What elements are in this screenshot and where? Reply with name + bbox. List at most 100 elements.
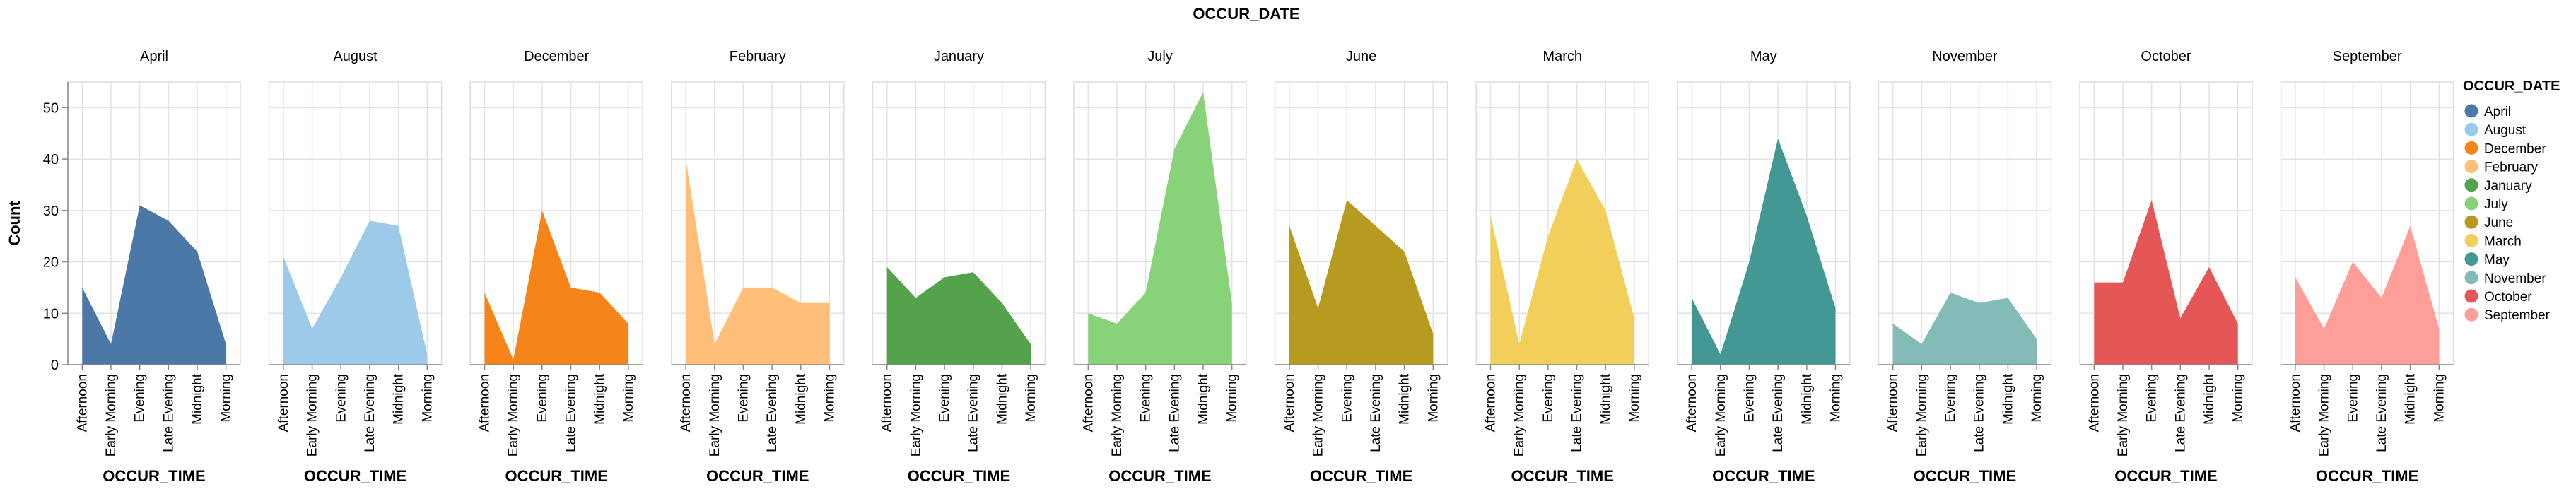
legend-swatch [2464,271,2478,285]
x-tick-label: Morning [1627,374,1642,423]
y-tick-label: 40 [43,152,59,167]
legend-swatch [2464,289,2478,303]
legend-item-july: July [2464,196,2508,212]
x-axis-title: OCCUR_TIME [2316,467,2418,485]
legend-item-april: April [2464,104,2511,119]
facet-label: October [2141,49,2191,64]
facet-label: August [333,49,377,64]
x-tick-label: Afternoon [2288,374,2303,432]
x-tick-label: Afternoon [1685,374,1699,432]
facet-label: January [934,49,984,64]
x-axis-title: OCCUR_TIME [304,467,406,485]
legend-label: July [2484,197,2508,212]
legend-swatch [2464,141,2478,155]
x-tick-label: Midnight [2202,373,2217,425]
x-axis-title: OCCUR_TIME [1511,467,1613,485]
legend-item-august: August [2464,122,2527,138]
area-april [82,205,226,365]
x-tick-label: Afternoon [1081,374,1096,432]
legend-item-november: November [2464,271,2546,286]
x-tick-label: Morning [1426,374,1441,423]
x-tick-label: Evening [1139,374,1154,423]
legend-label: November [2484,271,2546,286]
x-tick-label: Late Evening [1972,374,1987,452]
facet-panel-may: May Afternoon Early Morning Evening Late Eve… [1677,49,1851,485]
x-tick-label: Midnight [1800,373,1815,425]
legend-label: March [2484,234,2522,249]
legend-swatch [2464,307,2478,322]
x-tick-label: Early Morning [1914,374,1929,457]
legend-title: OCCUR_DATE [2463,78,2560,94]
legend-item-october: October [2464,289,2532,305]
y-tick-label: 30 [43,204,59,219]
x-tick-label: Late Evening [765,374,780,452]
x-tick-label: Morning [2432,374,2447,423]
x-tick-label: Evening [736,374,751,423]
facet-label: December [524,49,590,64]
facet-panel-march: March Afternoon Early Morning Evening Late E… [1475,49,1649,485]
x-tick-label: Evening [1541,374,1556,423]
x-axis-title: OCCUR_TIME [1914,467,2016,485]
legend-swatch [2464,104,2478,118]
legend-label: June [2484,216,2513,230]
x-tick-label: Late Evening [2173,374,2188,452]
x-tick-label: Evening [1943,374,1958,423]
x-tick-label: Morning [822,374,837,423]
facet-panel-february: February Afternoon Early Morning Evening Lat… [671,49,845,485]
x-tick-label: Midnight [190,373,205,425]
x-tick-label: Evening [937,374,952,423]
x-tick-label: Late Evening [2375,374,2389,452]
x-tick-label: Morning [1024,374,1038,423]
x-tick-label: Evening [2145,374,2160,423]
legend-item-june: June [2464,215,2513,230]
x-tick-label: Midnight [794,373,809,425]
facet-panel-november: November Afternoon Early Morning Evening Lat… [1878,49,2052,485]
x-axis-title: OCCUR_TIME [908,467,1010,485]
x-tick-label: Late Evening [1570,374,1585,452]
legend-item-february: February [2464,160,2539,175]
facet-label: June [1346,49,1376,64]
x-tick-label: Afternoon [880,374,895,432]
x-tick-label: Evening [535,374,550,423]
legend-label: February [2484,160,2539,175]
area-september [2295,225,2440,365]
y-tick-label: 50 [43,100,59,116]
legend-swatch [2464,215,2478,229]
x-tick-label: Early Morning [506,374,521,457]
area-august [283,220,428,365]
x-tick-label: Midnight [592,373,607,425]
x-tick-label: Afternoon [1282,374,1297,432]
facet-label: November [1932,49,1998,64]
legend-item-september: September [2464,307,2551,323]
x-tick-label: Early Morning [305,374,320,457]
legend-swatch [2464,160,2478,174]
x-tick-label: Afternoon [75,374,90,432]
x-tick-label: Morning [1225,374,1240,423]
legend-swatch [2464,252,2478,266]
x-axis-title: OCCUR_TIME [706,467,809,485]
x-tick-label: Early Morning [1110,374,1125,457]
facet-panel-august: August Afternoon Early Morning Evening Late … [268,49,443,485]
x-axis-title: OCCUR_TIME [1712,467,1815,485]
x-tick-label: Afternoon [1484,374,1499,432]
x-tick-label: Evening [1340,374,1354,423]
facet-panel-october: October Afternoon Early Morning Evening Late… [2079,49,2253,485]
area-march [1490,159,1634,365]
x-tick-label: Late Evening [161,374,176,452]
legend-item-march: March [2464,233,2522,249]
legend-label: April [2484,105,2511,119]
facet-panels: April Afternoon Early Morning Evening Late E… [43,49,2454,485]
x-tick-label: Afternoon [1886,374,1901,432]
legend-label: October [2484,290,2532,305]
legend-label: December [2484,141,2546,156]
legend-label: August [2484,123,2527,138]
x-tick-label: Afternoon [679,374,693,432]
legend-item-january: January [2464,178,2532,194]
x-tick-label: Afternoon [276,374,291,432]
y-tick-label: 0 [51,358,59,373]
x-tick-label: Midnight [392,373,406,425]
facet-header-title: OCCUR_DATE [1193,5,1299,23]
x-tick-label: Early Morning [1311,374,1326,457]
